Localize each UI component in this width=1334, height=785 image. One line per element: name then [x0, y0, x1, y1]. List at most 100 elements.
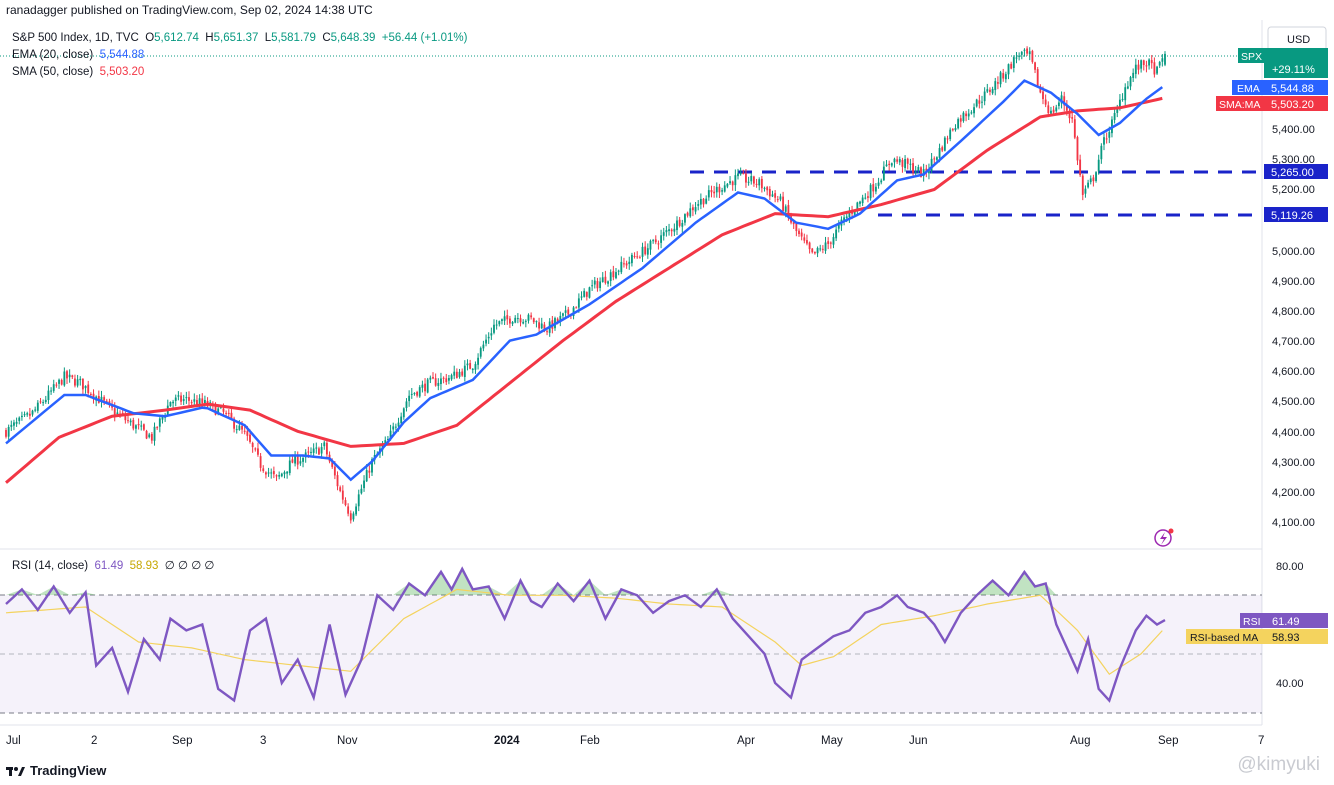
- spx-tag: [1238, 48, 1264, 63]
- candle-down: [644, 246, 647, 255]
- rsi-axis[interactable]: 80.00 40.00 RSI 61.49 RSI-based MA 58.93: [1186, 561, 1328, 690]
- candle-up: [930, 158, 933, 171]
- candle-down: [745, 173, 747, 183]
- candle-down: [28, 413, 31, 416]
- price-axis[interactable]: USD 5,400.00 5,300.00 5,200.00 5,000.00 …: [1216, 26, 1328, 529]
- candle-down: [222, 408, 225, 412]
- legend-sma-row[interactable]: SMA (50, close) 5,503.20: [12, 64, 467, 81]
- candle-down: [896, 159, 899, 162]
- time-label: 2024: [494, 735, 520, 747]
- candle-up: [583, 290, 586, 297]
- candle-up: [970, 112, 973, 114]
- candle-up: [384, 440, 387, 445]
- candle-down: [920, 167, 922, 178]
- candle-down: [1052, 109, 1055, 113]
- candle-down: [105, 400, 108, 402]
- candle-down: [190, 402, 193, 404]
- candle-up: [601, 277, 604, 282]
- candle-up: [975, 99, 978, 107]
- candle-down: [1071, 117, 1074, 119]
- price-pane[interactable]: [0, 20, 1262, 548]
- candle-up: [864, 197, 867, 199]
- candle-up: [739, 172, 742, 175]
- sma-label: SMA (50, close): [12, 66, 94, 78]
- candle-up: [824, 242, 827, 251]
- tradingview-logo-icon: [6, 766, 25, 776]
- candle-up: [967, 113, 970, 117]
- price-tick: 4,300.00: [1272, 457, 1315, 469]
- candle-up: [299, 461, 302, 464]
- level1-tag: [1264, 164, 1328, 179]
- candle-down: [87, 384, 90, 394]
- candle-down: [951, 129, 954, 131]
- candle-down: [912, 163, 914, 173]
- time-axis[interactable]: Jul 2 Sep 3 Nov 2024 Feb Apr May Jun Aug…: [6, 735, 1264, 747]
- candle-up: [389, 430, 392, 439]
- candle-down: [241, 425, 243, 430]
- candle-up: [660, 235, 663, 243]
- candle-up: [859, 201, 861, 204]
- candle-up: [721, 190, 724, 192]
- candle-up: [572, 307, 575, 317]
- candle-down: [596, 281, 599, 289]
- candle-up: [890, 163, 893, 166]
- rsi-ma-value: 58.93: [129, 560, 159, 572]
- candle-up: [1108, 132, 1111, 138]
- candle-down: [1065, 105, 1068, 111]
- price-tick: 4,200.00: [1272, 487, 1315, 499]
- rsi-tag: [1240, 613, 1264, 628]
- spx-change-label: +29.11%: [1272, 64, 1315, 76]
- candle-down: [543, 324, 546, 330]
- candle-up: [466, 363, 469, 366]
- candle-down: [1092, 177, 1095, 182]
- candle-up: [116, 412, 119, 415]
- candle-up: [641, 246, 644, 257]
- candle-down: [755, 183, 758, 185]
- candle-up: [44, 399, 47, 403]
- candle-down: [249, 434, 251, 442]
- candle-up: [917, 167, 920, 171]
- rsi-legend[interactable]: RSI (14, close) 61.49 58.93 ∅ ∅ ∅ ∅: [12, 558, 214, 572]
- spx-price-tag: [1264, 48, 1328, 78]
- candle-up: [503, 316, 506, 321]
- candle-up: [681, 223, 684, 227]
- candle-up: [23, 414, 26, 416]
- candle-down: [254, 448, 257, 450]
- candle-up: [1156, 66, 1158, 74]
- candle-down: [336, 475, 339, 487]
- candle-down: [978, 100, 981, 104]
- candle-up: [747, 181, 750, 183]
- candle-up: [599, 281, 602, 288]
- candle-down: [272, 471, 275, 475]
- legend-ema-row[interactable]: EMA (20, close) 5,544.88: [12, 47, 467, 64]
- candle-up: [495, 324, 498, 326]
- symbol-name[interactable]: S&P 500 Index, 1D, TVC: [12, 32, 139, 44]
- candle-up: [861, 197, 864, 204]
- candle-up: [42, 402, 45, 404]
- candle-down: [827, 241, 830, 244]
- time-label: May: [821, 735, 843, 747]
- ema-value: 5,544.88: [99, 49, 145, 61]
- candle-up: [440, 378, 442, 385]
- candle-up: [477, 357, 480, 365]
- candle-up: [294, 455, 297, 464]
- candle-up: [607, 281, 609, 284]
- candle-up: [493, 324, 495, 333]
- candle-up: [1121, 98, 1124, 100]
- candle-down: [906, 158, 909, 164]
- candle-down: [1039, 86, 1042, 93]
- candle-down: [39, 401, 42, 403]
- candle-down: [795, 222, 798, 232]
- candle-up: [135, 425, 137, 429]
- candle-down: [132, 419, 135, 429]
- candle-down: [575, 307, 578, 309]
- legend-symbol-row: S&P 500 Index, 1D, TVC O5,612.74 H5,651.…: [12, 30, 467, 47]
- candle-up: [471, 368, 474, 370]
- candle-down: [1044, 99, 1047, 105]
- candle-down: [344, 500, 347, 506]
- candle-down: [633, 256, 636, 258]
- candle-up: [615, 272, 617, 279]
- candle-down: [872, 184, 875, 192]
- candle-down: [349, 513, 352, 521]
- lightning-icon[interactable]: [1154, 528, 1174, 547]
